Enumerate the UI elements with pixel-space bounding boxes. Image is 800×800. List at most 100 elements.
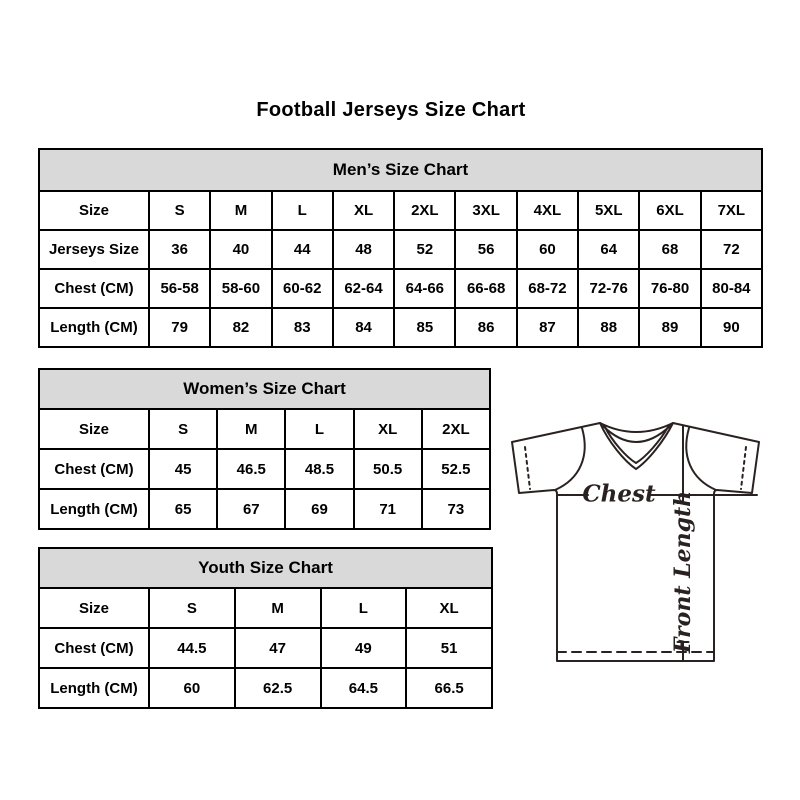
size-header-cell: XL [352, 408, 423, 450]
size-header-cell: S [148, 587, 236, 629]
value-cell: 56 [454, 229, 518, 270]
value-cell: 47 [233, 627, 322, 669]
value-cell: 52 [393, 229, 457, 270]
value-cell: 45 [147, 448, 219, 490]
value-cell: 67 [216, 488, 287, 530]
value-cell: 72-76 [577, 268, 641, 309]
mens-table-row: Jerseys Size 36 40 44 48 52 56 60 64 68 72 [38, 229, 764, 270]
value-cell: 36 [147, 229, 212, 270]
size-header-cell: M [216, 408, 287, 450]
value-cell: 40 [209, 229, 273, 270]
value-cell: 73 [420, 488, 492, 530]
row-label-cell: Jerseys Size [38, 229, 150, 270]
youth-table-row: Chest (CM) 44.5 47 49 51 [38, 627, 493, 669]
value-cell: 62.5 [233, 667, 322, 709]
right-sleeve-stitch-line [740, 446, 747, 490]
jersey-outline [511, 422, 760, 662]
value-cell: 69 [284, 488, 355, 530]
value-cell: 76-80 [638, 268, 702, 309]
value-cell: 60-62 [270, 268, 334, 309]
mens-size-table: Men’s Size Chart Size S M L XL 2XL 3XL 4XL 5XL 6XL… [38, 148, 764, 348]
collar-v-outer [599, 422, 674, 470]
mens-table-title: Men’s Size Chart [38, 148, 763, 192]
size-header-cell: XL [405, 587, 493, 629]
value-cell: 84 [331, 307, 396, 348]
value-cell: 51 [405, 627, 493, 669]
womens-table-row: Chest (CM) 45 46.5 48.5 50.5 52.5 [38, 448, 492, 490]
value-cell: 66-68 [454, 268, 518, 309]
size-header-cell: 2XL [393, 190, 457, 231]
size-header-cell: M [209, 190, 273, 231]
value-cell: 83 [270, 307, 334, 348]
value-cell: 44 [270, 229, 334, 270]
value-cell: 66.5 [405, 667, 493, 709]
value-cell: 79 [147, 307, 212, 348]
left-sleeve-seam [554, 427, 586, 491]
right-sleeve-seam [685, 427, 717, 491]
front-length-label: Front Length [670, 491, 696, 654]
left-sleeve-stitch-line [524, 446, 531, 490]
value-cell: 52.5 [420, 448, 492, 490]
value-cell: 82 [209, 307, 273, 348]
chest-label: Chest [582, 481, 656, 508]
row-label-cell: Size [38, 408, 150, 450]
value-cell: 48 [331, 229, 396, 270]
mens-table-row: Chest (CM) 56-58 58-60 60-62 62-64 64-66 66-68… [38, 268, 764, 309]
womens-table-row: Size S M L XL 2XL [38, 408, 492, 450]
value-cell: 64 [577, 229, 641, 270]
jersey-diagram: Chest Front Length [511, 422, 760, 662]
value-cell: 50.5 [352, 448, 423, 490]
size-header-cell: L [270, 190, 334, 231]
youth-table-title: Youth Size Chart [38, 547, 493, 589]
size-header-cell: 3XL [454, 190, 518, 231]
value-cell: 48.5 [284, 448, 355, 490]
size-header-cell: L [284, 408, 355, 450]
size-header-cell: S [147, 190, 212, 231]
womens-table-title: Women’s Size Chart [38, 368, 491, 410]
size-header-cell: M [233, 587, 322, 629]
value-cell: 85 [393, 307, 457, 348]
value-cell: 64.5 [319, 667, 408, 709]
size-header-cell: 5XL [577, 190, 641, 231]
mens-table-row: Size S M L XL 2XL 3XL 4XL 5XL 6XL 7XL [38, 190, 764, 231]
value-cell: 46.5 [216, 448, 287, 490]
youth-table-row: Size S M L XL [38, 587, 493, 629]
value-cell: 49 [319, 627, 408, 669]
size-header-cell: XL [331, 190, 396, 231]
youth-table-row: Length (CM) 60 62.5 64.5 66.5 [38, 667, 493, 709]
value-cell: 88 [577, 307, 641, 348]
value-cell: 68 [638, 229, 702, 270]
value-cell: 60 [515, 229, 580, 270]
value-cell: 58-60 [209, 268, 273, 309]
row-label-cell: Length (CM) [38, 488, 150, 530]
row-label-cell: Length (CM) [38, 667, 150, 709]
value-cell: 87 [515, 307, 580, 348]
womens-title-row: Women’s Size Chart [38, 368, 491, 410]
size-header-cell: 7XL [699, 190, 764, 231]
value-cell: 71 [352, 488, 423, 530]
size-header-cell: 6XL [638, 190, 702, 231]
value-cell: 64-66 [393, 268, 457, 309]
value-cell: 60 [148, 667, 236, 709]
row-label-cell: Chest (CM) [38, 627, 150, 669]
row-label-cell: Length (CM) [38, 307, 150, 348]
row-label-cell: Chest (CM) [38, 448, 150, 490]
value-cell: 68-72 [515, 268, 580, 309]
front-length-measure-line [676, 425, 690, 662]
size-header-cell: 4XL [515, 190, 580, 231]
row-label-cell: Size [38, 587, 150, 629]
mens-table-row: Length (CM) 79 82 83 84 85 86 87 88 89 90 [38, 307, 764, 348]
size-header-cell: L [319, 587, 408, 629]
value-cell: 80-84 [699, 268, 764, 309]
value-cell: 90 [699, 307, 764, 348]
page-title: Football Jerseys Size Chart [256, 99, 526, 121]
value-cell: 65 [147, 488, 219, 530]
collar-v-inner [604, 426, 669, 464]
mens-title-row: Men’s Size Chart [38, 148, 763, 192]
womens-table-row: Length (CM) 65 67 69 71 73 [38, 488, 492, 530]
value-cell: 72 [699, 229, 764, 270]
womens-size-table: Women’s Size Chart Size S M L XL 2XL Chest (CM)… [38, 368, 492, 530]
value-cell: 86 [454, 307, 518, 348]
value-cell: 56-58 [147, 268, 212, 309]
